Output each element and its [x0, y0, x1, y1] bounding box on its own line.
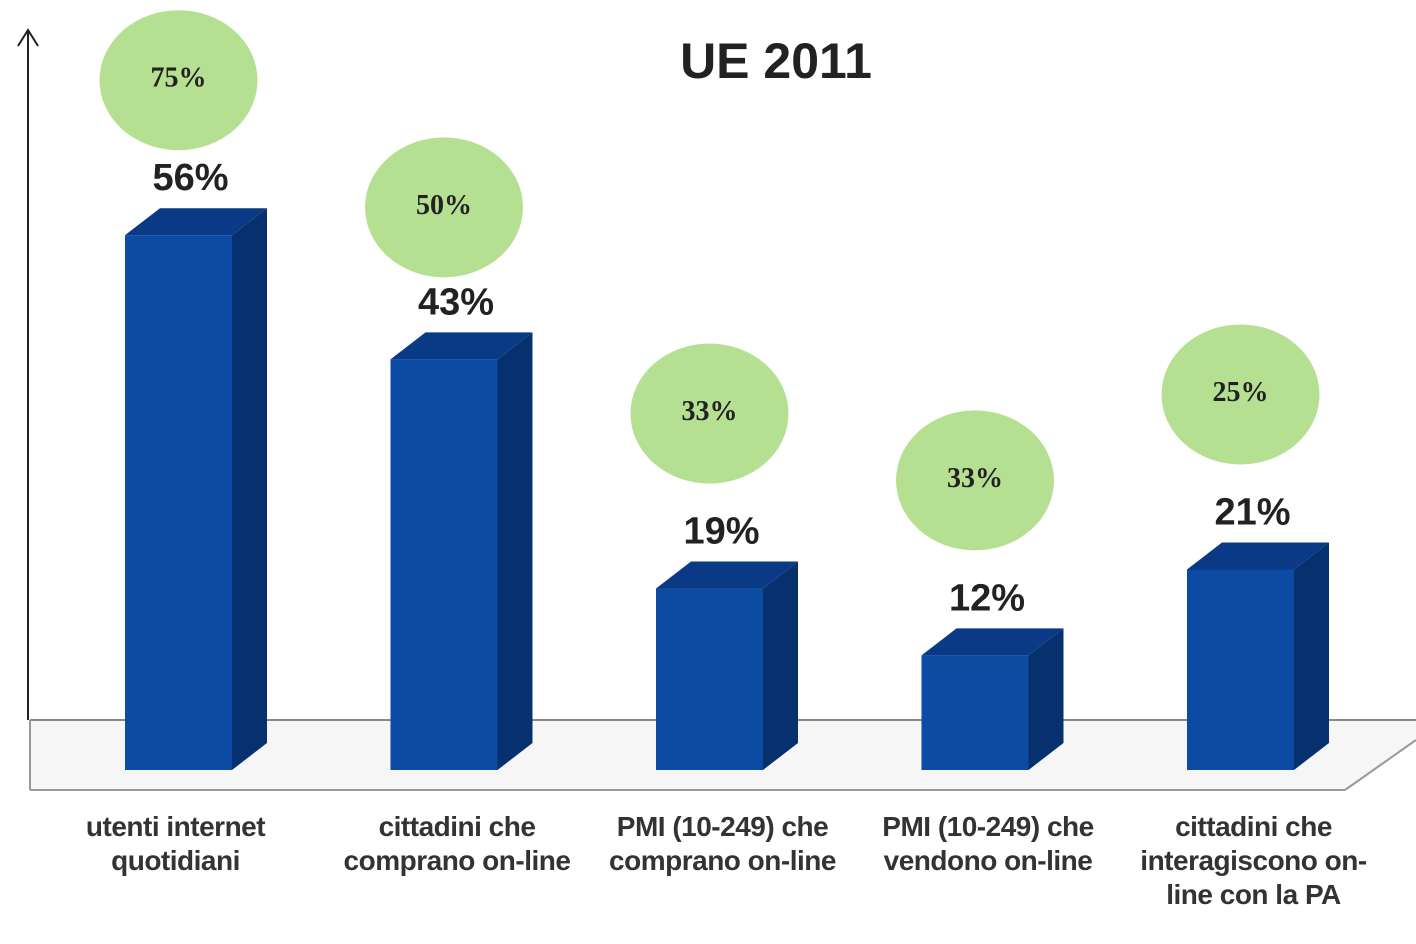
target-circle	[896, 410, 1054, 551]
target-label: 33%	[947, 463, 1003, 494]
value-label: 43%	[418, 281, 494, 323]
bar	[125, 235, 232, 770]
y-axis-arrow	[17, 28, 39, 47]
value-label: 12%	[949, 577, 1025, 619]
bar-side	[1028, 628, 1064, 770]
target-label: 50%	[416, 190, 472, 221]
target-circle	[630, 343, 789, 484]
chart-title: UE 2011	[680, 33, 872, 89]
bar-side	[232, 208, 267, 770]
bar	[921, 655, 1029, 770]
value-label: 56%	[152, 157, 228, 199]
x-tick-label: cittadini che comprano on-line	[343, 811, 571, 876]
x-tick-label: PMI (10-249) che vendono on-line	[882, 811, 1094, 876]
bar	[1187, 569, 1294, 770]
x-tick-label: cittadini che interagiscono on-line con …	[1140, 811, 1367, 910]
bar-top	[921, 628, 1064, 656]
value-label: 21%	[1214, 491, 1290, 533]
bar-side	[763, 561, 798, 770]
target-circle	[99, 10, 258, 151]
bar-top	[1187, 542, 1329, 570]
x-tick-label: utenti internet quotidiani	[85, 811, 266, 876]
target-circle	[1161, 324, 1320, 465]
bar	[656, 588, 763, 770]
bar-side	[497, 332, 533, 770]
bar-top	[656, 561, 798, 589]
bar-top	[125, 208, 267, 236]
target-circle	[365, 137, 523, 278]
bar-top	[390, 332, 533, 360]
target-label: 33%	[682, 396, 738, 427]
target-label: 75%	[151, 63, 207, 94]
floor-edge	[1344, 739, 1416, 791]
bar-side	[1294, 542, 1329, 770]
value-label: 19%	[683, 511, 759, 553]
bar	[390, 359, 498, 770]
target-label: 25%	[1213, 377, 1269, 408]
x-tick-label: PMI (10-249) che comprano on-line	[609, 811, 836, 876]
